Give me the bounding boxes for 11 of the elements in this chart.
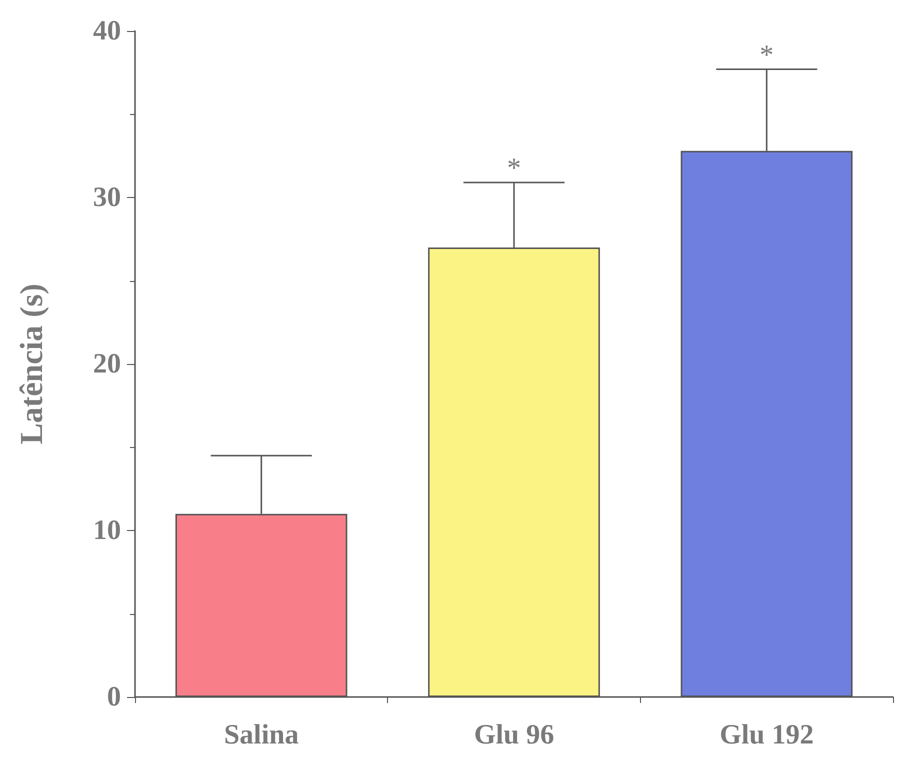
x-tick-label: Glu 96 xyxy=(474,720,554,750)
y-tick-label: 0 xyxy=(107,682,121,712)
annotation: * xyxy=(760,40,774,71)
y-tick-label: 30 xyxy=(93,182,121,213)
x-tick-label: Glu 192 xyxy=(720,720,814,750)
y-tick-label: 40 xyxy=(93,16,121,46)
y-tick-label: 20 xyxy=(93,348,121,380)
x-tick-label: Salina xyxy=(224,720,299,750)
annotation: * xyxy=(507,153,521,184)
y-tick-label: 10 xyxy=(93,515,121,546)
y-axis-title: Latência (s) xyxy=(13,284,49,444)
